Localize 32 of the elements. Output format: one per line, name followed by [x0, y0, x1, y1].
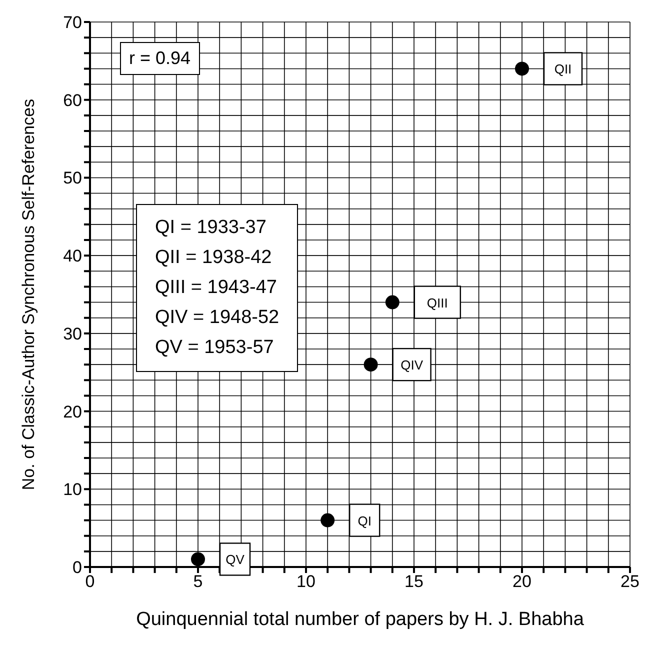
annotation: QII [554, 62, 572, 77]
annotation: QIV [400, 358, 424, 373]
annotation: QIII = 1943-47 [155, 276, 278, 300]
x-tick-label: 25 [620, 572, 640, 592]
annotation: QV = 1953-57 [155, 336, 275, 360]
y-tick-label: 40 [63, 246, 82, 266]
x-tick-label: 15 [404, 572, 424, 592]
point [364, 358, 378, 372]
annotation: QV [226, 552, 245, 568]
point [191, 552, 205, 566]
x-tick-label: 10 [296, 572, 316, 592]
y-tick-label: 50 [63, 168, 82, 188]
y-tick-label: 0 [72, 558, 82, 578]
annotation: r = 0.94 [120, 42, 200, 75]
point [515, 62, 529, 76]
annotation: QIV = 1948-52 [155, 306, 280, 330]
annotation: QI [358, 513, 372, 528]
x-tick-label: 20 [512, 572, 532, 592]
x-tick-label: 5 [193, 572, 203, 592]
y-tick-label: 70 [63, 13, 82, 32]
y-tick-label: 10 [63, 480, 82, 500]
point [385, 295, 400, 310]
annotation: QII = 1938-42 [155, 246, 273, 270]
y-tick-label: 60 [63, 90, 82, 110]
point [320, 513, 335, 528]
annotation: QI = 1933-37 [155, 216, 268, 240]
x-tick-label: 0 [85, 572, 95, 592]
x-axis-title: Quinquennial total number of papers by H. J. Bhabha [136, 609, 584, 630]
y-tick-label: 30 [63, 324, 82, 344]
annotation: QIII [426, 295, 448, 310]
y-tick-label: 20 [63, 402, 82, 422]
y-axis-title: No. of Classic-Author Synchronous Self-References [19, 98, 38, 490]
